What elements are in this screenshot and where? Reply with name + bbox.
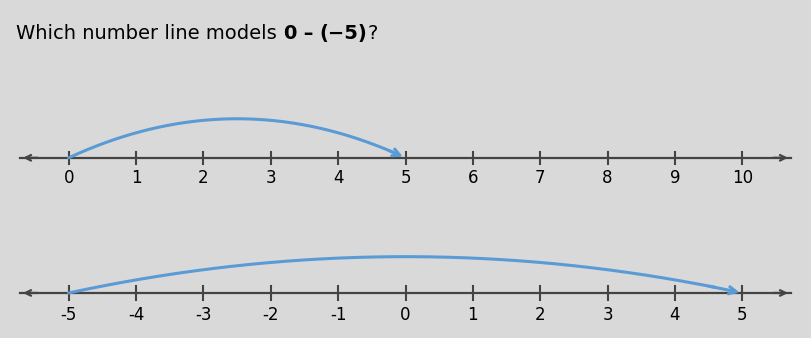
Text: 3: 3 — [603, 306, 613, 323]
Text: 5: 5 — [401, 169, 410, 187]
Text: 2: 2 — [198, 169, 208, 187]
Text: –: – — [297, 24, 320, 43]
Text: 0: 0 — [283, 24, 297, 43]
Text: 10: 10 — [732, 169, 753, 187]
Text: 4: 4 — [333, 169, 343, 187]
Text: ?: ? — [367, 24, 378, 43]
Text: -2: -2 — [263, 306, 279, 323]
Text: -4: -4 — [128, 306, 144, 323]
Text: 4: 4 — [670, 306, 680, 323]
Text: 8: 8 — [603, 169, 613, 187]
Text: 3: 3 — [265, 169, 276, 187]
Text: -3: -3 — [195, 306, 212, 323]
Text: 2: 2 — [535, 306, 546, 323]
Text: 1: 1 — [131, 169, 141, 187]
Text: (−5): (−5) — [320, 24, 367, 43]
Text: 0: 0 — [63, 169, 74, 187]
Text: 9: 9 — [670, 169, 680, 187]
Text: 6: 6 — [468, 169, 478, 187]
Text: 5: 5 — [737, 306, 748, 323]
Text: 1: 1 — [468, 306, 478, 323]
Text: -5: -5 — [61, 306, 77, 323]
Text: 7: 7 — [535, 169, 546, 187]
Text: -1: -1 — [330, 306, 346, 323]
Text: Which number line models: Which number line models — [16, 24, 283, 43]
Text: 0: 0 — [401, 306, 410, 323]
